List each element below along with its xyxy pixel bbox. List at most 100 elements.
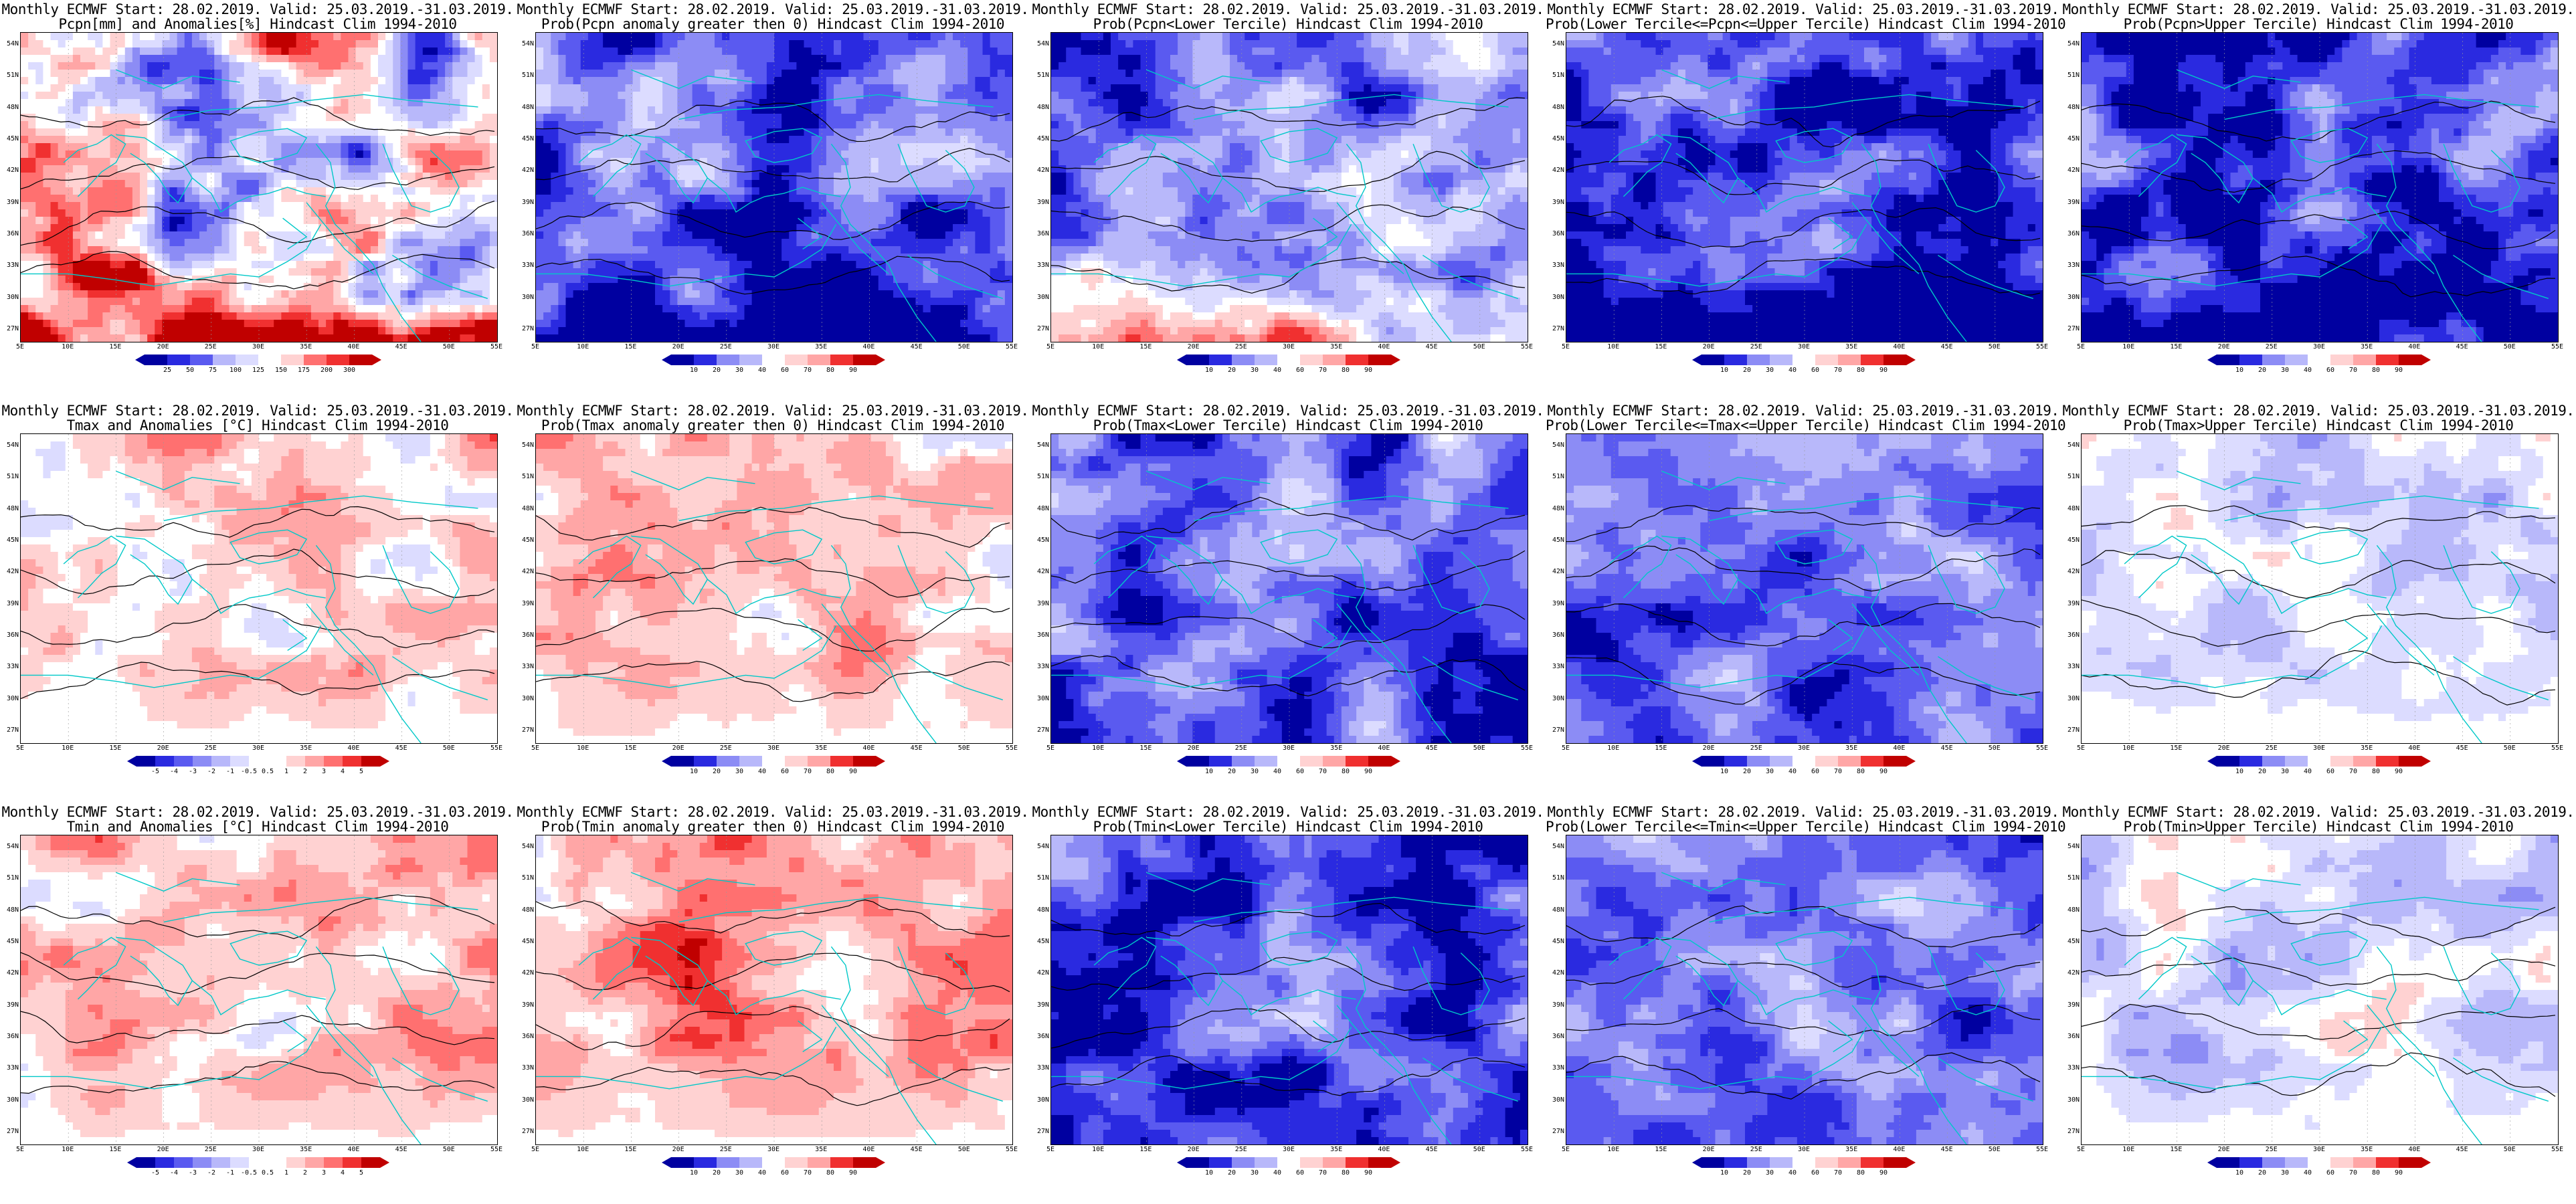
color-scale-cell — [1255, 756, 1277, 767]
longitude-label: 45E — [1941, 1146, 1953, 1153]
panel-title-line2: Prob(Pcpn anomaly greater then 0) Hindca… — [515, 17, 1030, 31]
forecast-map — [535, 835, 1013, 1145]
latitude-label: 27N — [1, 1128, 19, 1135]
longitude-label: 20E — [672, 744, 684, 752]
forecast-map — [2081, 433, 2559, 744]
longitude-label: 20E — [1703, 1146, 1715, 1153]
latitude-label: 33N — [1547, 1064, 1564, 1072]
latitude-label: 39N — [2062, 199, 2080, 206]
latitude-label: 36N — [1, 1033, 19, 1040]
longitude-label: 30E — [252, 1146, 264, 1153]
latitude-label: 30N — [1, 695, 19, 702]
longitude-label: 45E — [911, 1146, 923, 1153]
longitude-label: 5E — [2077, 343, 2085, 350]
longitude-label: 5E — [531, 343, 539, 350]
color-scale-tick: 90 — [1879, 367, 1888, 374]
longitude-label: 5E — [1046, 1146, 1054, 1153]
longitude-label: 50E — [958, 744, 970, 752]
longitude-label: 20E — [1188, 343, 1200, 350]
color-scale-cell — [1186, 756, 1209, 767]
longitude-label: 15E — [624, 343, 636, 350]
latitude-label: 42N — [1, 969, 19, 977]
longitude-label: 35E — [1330, 744, 1342, 752]
color-scale-tick: 20 — [1228, 768, 1236, 775]
latitude-label: 36N — [2062, 631, 2080, 639]
color-scale-cell — [193, 756, 211, 767]
longitude-label: 55E — [490, 343, 502, 350]
color-scale-tick: -0.5 — [241, 768, 257, 775]
latitude-label: 33N — [2062, 262, 2080, 269]
longitude-label: 40E — [862, 744, 875, 752]
longitude-label: 45E — [2456, 1146, 2468, 1153]
latitude-label: 48N — [1547, 104, 1564, 111]
longitude-label: 10E — [2122, 343, 2134, 350]
color-scale-cell — [1701, 1157, 1724, 1168]
latitude-label: 42N — [1547, 969, 1564, 977]
color-scale-tick: 70 — [1319, 768, 1327, 775]
latitude-label: 45N — [2062, 536, 2080, 544]
longitude-label: 30E — [1283, 1146, 1295, 1153]
color-scale-cell — [785, 756, 808, 767]
color-scale-tick: 20 — [2258, 367, 2266, 374]
color-scale-cell — [762, 355, 785, 365]
longitude-label: 20E — [1188, 1146, 1200, 1153]
color-scale-tick: 80 — [1857, 1169, 1865, 1177]
color-scale-cell — [343, 1157, 361, 1168]
longitude-label: 10E — [577, 744, 589, 752]
latitude-label: 39N — [1547, 1001, 1564, 1009]
longitude-label: 25E — [2266, 744, 2278, 752]
latitude-label: 39N — [517, 600, 534, 607]
longitude-label: 10E — [62, 744, 74, 752]
color-scale-tick: 20 — [713, 768, 721, 775]
latitude-label: 42N — [2062, 969, 2080, 977]
longitude-label: 40E — [2408, 744, 2420, 752]
color-scale-cell — [2330, 355, 2353, 365]
longitude-label: 55E — [2551, 343, 2563, 350]
color-scale-cell — [1770, 1157, 1792, 1168]
longitude-label: 40E — [2408, 343, 2420, 350]
color-scale-cell — [1815, 1157, 1838, 1168]
latitude-label: 54N — [1032, 843, 1049, 850]
longitude-label: 50E — [2504, 343, 2516, 350]
color-scale-cell — [327, 355, 349, 365]
color-scale-cell — [2217, 756, 2239, 767]
latitude-label: 42N — [1032, 568, 1049, 575]
color-scale-cell — [1747, 756, 1770, 767]
latitude-label: 48N — [2062, 906, 2080, 914]
longitude-label: 50E — [443, 744, 455, 752]
forecast-map — [2081, 835, 2559, 1145]
longitude-label: 15E — [624, 1146, 636, 1153]
latitude-label: 51N — [2062, 874, 2080, 882]
color-scale-cell — [762, 1157, 785, 1168]
color-scale-cell — [1815, 355, 1838, 365]
latitude-label: 36N — [1547, 1033, 1564, 1040]
longitude-label: 25E — [205, 744, 217, 752]
forecast-map — [2081, 32, 2559, 342]
color-scale-tick: 30 — [735, 1169, 743, 1177]
longitude-label: 30E — [767, 1146, 779, 1153]
latitude-label: 36N — [517, 230, 534, 237]
longitude-label: 15E — [109, 343, 121, 350]
longitude-label: 15E — [1139, 1146, 1152, 1153]
panel-title-line2: Prob(Pcpn<Lower Tercile) Hindcast Clim 1… — [1030, 17, 1546, 31]
longitude-label: 15E — [2170, 744, 2182, 752]
color-scale-cell — [167, 355, 190, 365]
latitude-label: 33N — [1, 262, 19, 269]
longitude-label: 10E — [1092, 1146, 1104, 1153]
color-scale-cell — [1838, 355, 1861, 365]
color-scale-cell — [830, 355, 853, 365]
latitude-label: 30N — [1547, 294, 1564, 301]
color-scale-cell — [2285, 355, 2308, 365]
color-scale-tick: 80 — [1857, 367, 1865, 374]
longitude-label: 5E — [1046, 343, 1054, 350]
latitude-label: 48N — [1, 505, 19, 512]
color-scale-cell — [2217, 355, 2239, 365]
color-scale-tick: -3 — [189, 1169, 197, 1177]
color-scale-bar — [2207, 756, 2431, 767]
color-scale-tick: 20 — [1743, 1169, 1751, 1177]
map-panel: Monthly ECMWF Start: 28.02.2019. Valid: … — [0, 401, 515, 803]
longitude-label: 10E — [62, 1146, 74, 1153]
color-scale-tick: -5 — [151, 768, 159, 775]
latitude-label: 42N — [1032, 969, 1049, 977]
color-scale-tick: 40 — [1788, 1169, 1797, 1177]
